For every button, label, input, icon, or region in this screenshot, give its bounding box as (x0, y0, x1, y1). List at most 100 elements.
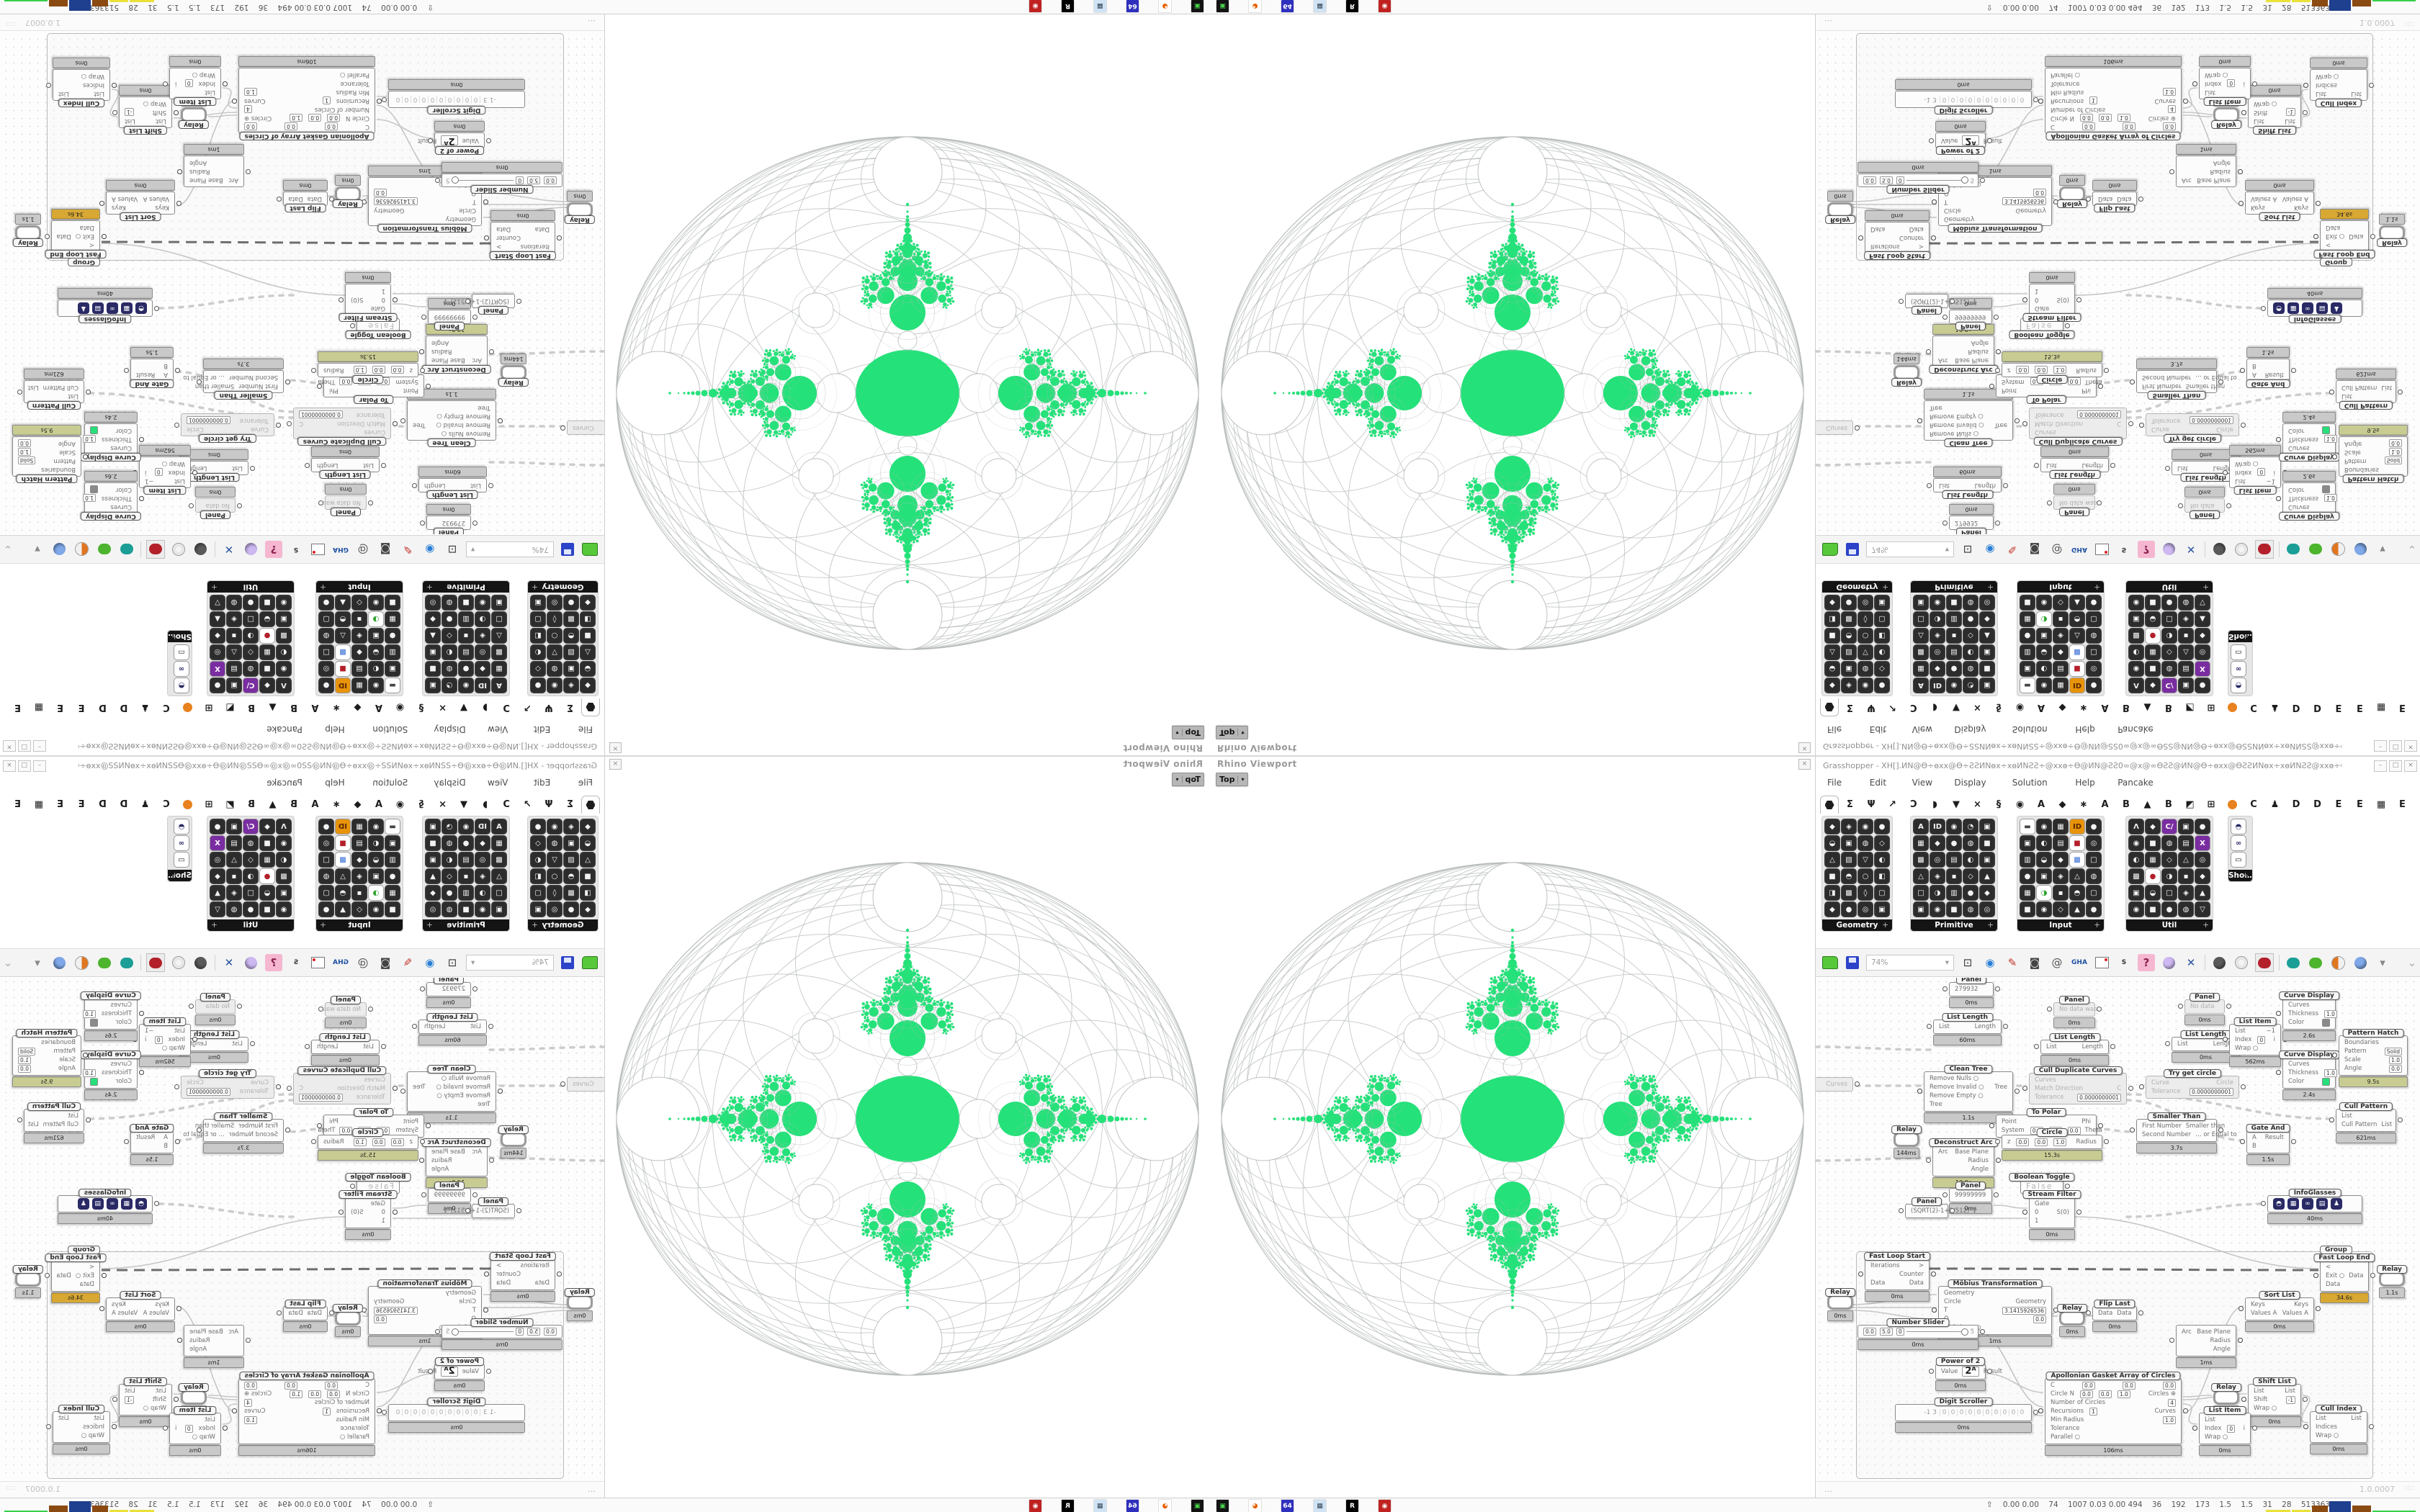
input-port[interactable] (83, 1053, 88, 1058)
output-port[interactable] (163, 81, 168, 86)
component-icon[interactable]: ● (318, 819, 334, 834)
input-port[interactable] (2130, 379, 2135, 384)
gh-titlebar[interactable]: Grasshopper - XH[].ИN@Ө÷ɵxx@Ө÷ƧƧИNɵx÷xɵИ… (1816, 737, 2420, 755)
material-dark-sphere-icon[interactable] (2210, 954, 2228, 971)
gh-node-fast-loop-start[interactable]: Fast Loop Start Iterations > Counter Data Dat… (1858, 1252, 1936, 1302)
tab-plugin-flower[interactable]: ∗ (328, 699, 345, 716)
value-chip[interactable]: 0.0 (2016, 1138, 2030, 1146)
gh-node-list-item[interactable]: List Item List −1 Index 0 i Wrap ○ 562ms (133, 445, 197, 495)
node-body[interactable]: List List Shift -1 Wrap ○ (112, 96, 179, 128)
value-chip[interactable]: -1 (2285, 108, 2295, 117)
material-dark-sphere-icon[interactable] (192, 541, 210, 558)
component-icon[interactable]: ◍ (1963, 901, 1978, 917)
preview-eye-icon[interactable]: ◉ (1981, 954, 1999, 971)
component-icon[interactable]: △ (1824, 644, 1840, 660)
component-icon[interactable]: ▣ (385, 835, 400, 851)
tab-plugin-b2[interactable]: B (243, 699, 260, 716)
open-file-icon[interactable] (581, 954, 599, 971)
component-icon[interactable]: ● (2145, 628, 2161, 644)
component-icon[interactable]: ▣ (491, 901, 507, 917)
gh-node-fast-loop-end[interactable]: Fast Loop End < Exit ○ Data Data 34.6s (45, 209, 107, 258)
component-icon[interactable]: ▣ (530, 595, 546, 611)
output-port[interactable] (339, 297, 344, 302)
component-icon[interactable]: ∞ (2231, 835, 2246, 851)
gh-node-panel[interactable]: Panel No data 0ms (189, 993, 242, 1025)
output-port[interactable] (46, 1424, 51, 1429)
input-port[interactable] (1929, 1369, 1934, 1374)
tab-plugin-dice[interactable]: ◩ (222, 699, 239, 716)
component-icon[interactable]: ◉ (368, 678, 384, 693)
component-icon[interactable]: X (2195, 835, 2210, 851)
gh-node-panel[interactable]: Panel 99999999 0ms (1942, 1182, 1999, 1214)
floppy-64-icon[interactable]: 64 (1281, 1499, 1294, 1512)
calculator-icon[interactable]: ▦ (1313, 1499, 1327, 1512)
node-body[interactable]: First Number Smaller than Second Number… o… (2130, 1119, 2237, 1142)
tab-maths[interactable]: Σ (562, 796, 579, 813)
value-chip[interactable]: Solid (2384, 1047, 2402, 1056)
gh-node-clean-tree[interactable]: Clean Tree Remove Nulls ○ Remove Invalid ○… (1917, 1065, 2020, 1123)
node-body[interactable]: < Exit ○ Data Data (2313, 1260, 2375, 1292)
gh-node-curve-display[interactable]: Curve Display Curves Thickness 1.0 Color 2.6s (81, 991, 144, 1041)
component-icon[interactable]: ■ (425, 835, 441, 851)
output-port[interactable] (2003, 1024, 2008, 1029)
infoglasses-icon[interactable]: ♟ (2331, 302, 2342, 314)
zoom-level-input[interactable]: 74% ▾ (466, 955, 554, 971)
input-port[interactable] (250, 1041, 255, 1046)
component-icon[interactable]: ◐ (442, 852, 457, 868)
node-body[interactable]: ◓ ▦ ∞ ▤ ♟ (2261, 1195, 2362, 1212)
component-icon[interactable]: ▦ (385, 885, 400, 901)
expand-plus-icon[interactable]: + (2241, 632, 2249, 641)
expand-plus-icon[interactable]: + (2202, 582, 2209, 591)
tab-surface[interactable]: ◗ (1927, 796, 1944, 813)
component-icon[interactable]: ◉ (276, 661, 292, 677)
component-icon[interactable]: ◆ (580, 901, 596, 917)
value-chip[interactable]: Solid (18, 1047, 36, 1056)
component-icon[interactable]: ▥ (2020, 852, 2035, 868)
input-port[interactable] (472, 986, 478, 991)
bulb-icon[interactable] (243, 541, 260, 558)
value-chip[interactable]: 0.0 (2098, 1390, 2112, 1398)
component-icon[interactable]: ◒ (368, 644, 384, 660)
component-icon[interactable]: ■ (580, 868, 596, 884)
component-icon[interactable]: ▩ (1913, 644, 1929, 660)
component-icon[interactable]: ▽ (547, 644, 563, 660)
expand-plus-icon[interactable]: + (171, 871, 179, 880)
node-body[interactable]: A Result B (2240, 1130, 2296, 1153)
input-port[interactable] (223, 81, 228, 86)
relay-lens[interactable] (501, 1132, 526, 1147)
component-icon[interactable]: ∞ (174, 835, 189, 851)
floppy-64-icon[interactable]: 64 (1281, 0, 1294, 13)
input-port[interactable] (393, 1210, 398, 1215)
output-port[interactable] (2369, 1424, 2374, 1429)
value-chip[interactable]: 0.0 (372, 1138, 385, 1146)
component-icon[interactable]: ◎ (1979, 595, 1995, 611)
viewport-close-button[interactable]: × (1798, 759, 1811, 770)
value-chip[interactable]: 1.0 (290, 1390, 303, 1398)
tab-plugin-orange[interactable] (179, 796, 197, 813)
node-body[interactable]: Curve Circle Tolerance 0.0000000001 (174, 1076, 281, 1099)
component-icon[interactable]: ● (243, 595, 259, 611)
component-icon[interactable]: ▣ (2036, 628, 2052, 644)
menu-help[interactable]: Help (325, 778, 345, 788)
component-icon[interactable]: ◆ (1979, 885, 1995, 901)
camera-icon[interactable]: ◙ (377, 541, 394, 558)
resize-grip[interactable]: ∷∷ (5, 1485, 16, 1493)
digit-cell[interactable]: 0 (1957, 96, 1966, 103)
help-box-icon[interactable]: ? (265, 541, 282, 558)
node-body[interactable]: Boundaries Pattern Solid Scale 1.0 Angle 0.0 (2332, 436, 2408, 477)
tab-plugin-orange[interactable] (179, 699, 197, 716)
value-chip[interactable]: 0 (2257, 468, 2266, 477)
component-icon[interactable]: ◧ (530, 628, 546, 644)
gh-node-list-item[interactable]: List Item List Index 0 i Wrap ○ 0ms (2192, 1406, 2257, 1456)
component-icon[interactable]: ● (2161, 595, 2177, 611)
digit-cell[interactable]: 0 (472, 1409, 480, 1416)
node-body[interactable]: List List Shift -1 Wrap ○ (2241, 96, 2308, 128)
node-body[interactable]: List List Indices Wrap ○ (46, 69, 117, 101)
sketch-pen-icon[interactable]: ✎ (2004, 541, 2021, 558)
output-port[interactable] (2110, 1044, 2115, 1049)
component-icon[interactable]: ◍ (442, 595, 457, 611)
output-port[interactable] (189, 1004, 194, 1009)
component-icon[interactable]: ▣ (491, 595, 507, 611)
component-icon[interactable]: ◈ (1841, 678, 1857, 693)
output-port[interactable] (2370, 1273, 2375, 1278)
